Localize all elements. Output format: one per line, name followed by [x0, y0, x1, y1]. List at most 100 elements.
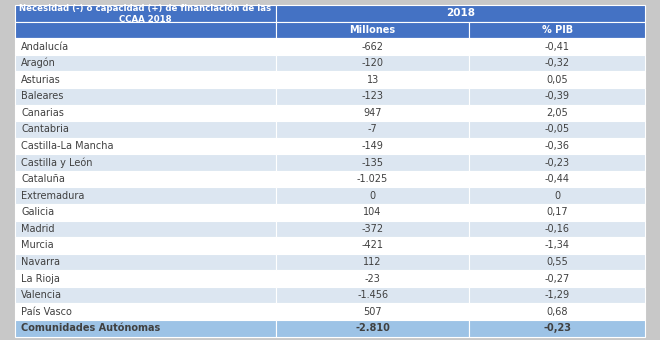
Bar: [277, 320, 469, 337]
Text: Aragón: Aragón: [21, 58, 56, 68]
Bar: [15, 287, 277, 304]
Bar: [469, 221, 645, 237]
Bar: [469, 55, 645, 71]
Text: -2.810: -2.810: [355, 323, 390, 333]
Bar: [15, 105, 277, 121]
Text: Castilla-La Mancha: Castilla-La Mancha: [21, 141, 114, 151]
Bar: [469, 138, 645, 154]
Text: -0,39: -0,39: [544, 91, 570, 101]
Text: 2018: 2018: [446, 8, 475, 18]
Bar: [277, 38, 469, 55]
Text: -0,23: -0,23: [543, 323, 571, 333]
Text: 0: 0: [554, 191, 560, 201]
Bar: [15, 88, 277, 105]
Bar: [469, 304, 645, 320]
Text: -123: -123: [362, 91, 383, 101]
Text: -1.025: -1.025: [357, 174, 388, 184]
Text: Madrid: Madrid: [21, 224, 55, 234]
Bar: [277, 154, 469, 171]
Bar: [277, 105, 469, 121]
Text: -120: -120: [362, 58, 383, 68]
Bar: [277, 55, 469, 71]
Text: % PIB: % PIB: [542, 25, 573, 35]
Bar: [277, 304, 469, 320]
Text: -1.456: -1.456: [357, 290, 388, 300]
Text: -0,32: -0,32: [544, 58, 570, 68]
Text: 13: 13: [366, 75, 379, 85]
Text: 0,68: 0,68: [546, 307, 568, 317]
Bar: [277, 270, 469, 287]
Bar: [277, 221, 469, 237]
Text: -0,23: -0,23: [544, 157, 570, 168]
Text: Cantabria: Cantabria: [21, 124, 69, 134]
Text: Cataluña: Cataluña: [21, 174, 65, 184]
Text: -7: -7: [368, 124, 378, 134]
Text: Necesidad (-) o capacidad (+) de financiación de las
CCAA 2018: Necesidad (-) o capacidad (+) de financi…: [19, 3, 271, 24]
Text: 507: 507: [363, 307, 382, 317]
Text: Andalucía: Andalucía: [21, 41, 69, 52]
Bar: [15, 221, 277, 237]
Text: -372: -372: [362, 224, 383, 234]
Text: 947: 947: [364, 108, 382, 118]
Bar: [277, 88, 469, 105]
Text: 0,55: 0,55: [546, 257, 568, 267]
Text: -0,27: -0,27: [544, 274, 570, 284]
Text: -0,44: -0,44: [544, 174, 570, 184]
Bar: [469, 171, 645, 187]
Bar: [15, 71, 277, 88]
Bar: [469, 71, 645, 88]
Bar: [15, 138, 277, 154]
Bar: [469, 320, 645, 337]
Text: -421: -421: [362, 240, 383, 251]
Text: Comunidades Autónomas: Comunidades Autónomas: [21, 323, 160, 333]
Bar: [469, 287, 645, 304]
Bar: [277, 287, 469, 304]
Text: -0,05: -0,05: [544, 124, 570, 134]
Text: -1,34: -1,34: [544, 240, 570, 251]
Bar: [469, 105, 645, 121]
Text: Canarias: Canarias: [21, 108, 64, 118]
Bar: [15, 5, 277, 22]
Bar: [469, 237, 645, 254]
Bar: [15, 320, 277, 337]
Text: Asturias: Asturias: [21, 75, 61, 85]
Text: -1,29: -1,29: [544, 290, 570, 300]
Text: -135: -135: [362, 157, 383, 168]
Bar: [15, 55, 277, 71]
Text: 0: 0: [370, 191, 376, 201]
Bar: [469, 121, 645, 138]
Text: País Vasco: País Vasco: [21, 307, 72, 317]
Text: -0,41: -0,41: [544, 41, 570, 52]
Text: -662: -662: [362, 41, 383, 52]
Bar: [15, 187, 277, 204]
Bar: [469, 88, 645, 105]
Text: 112: 112: [364, 257, 382, 267]
Bar: [15, 254, 277, 270]
Text: Murcia: Murcia: [21, 240, 53, 251]
Bar: [277, 171, 469, 187]
Bar: [15, 270, 277, 287]
Bar: [277, 237, 469, 254]
Text: Galicia: Galicia: [21, 207, 54, 217]
Bar: [277, 138, 469, 154]
Text: Navarra: Navarra: [21, 257, 60, 267]
Text: -0,36: -0,36: [544, 141, 570, 151]
Text: -0,16: -0,16: [544, 224, 570, 234]
Text: 2,05: 2,05: [546, 108, 568, 118]
Bar: [15, 304, 277, 320]
Bar: [15, 38, 277, 55]
Bar: [277, 121, 469, 138]
Bar: [15, 121, 277, 138]
Text: Millones: Millones: [350, 25, 395, 35]
Text: 104: 104: [364, 207, 381, 217]
Text: Baleares: Baleares: [21, 91, 63, 101]
Bar: [277, 5, 645, 22]
Text: Valencia: Valencia: [21, 290, 62, 300]
Bar: [469, 187, 645, 204]
Text: La Rioja: La Rioja: [21, 274, 60, 284]
Bar: [469, 22, 645, 38]
Bar: [277, 204, 469, 221]
Bar: [277, 254, 469, 270]
Bar: [15, 204, 277, 221]
Text: -149: -149: [362, 141, 383, 151]
